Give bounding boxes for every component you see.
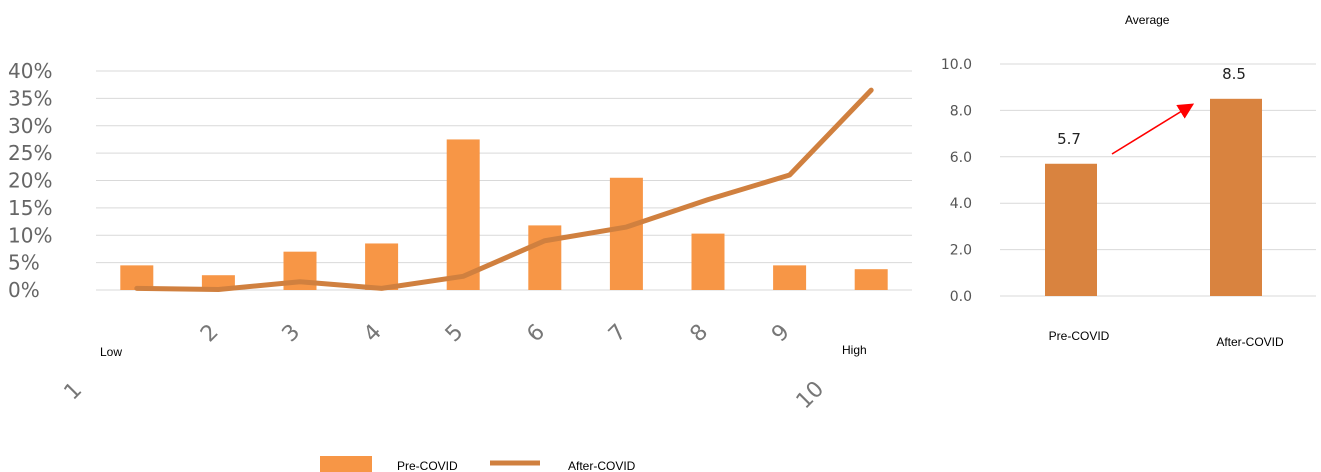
y-tick-label: 5% bbox=[8, 251, 40, 275]
bar-pre-covid bbox=[365, 243, 399, 290]
right-x-axis: Pre-COVID After-COVID bbox=[1049, 329, 1284, 349]
right-gridlines bbox=[1000, 63, 1316, 297]
x-tick-label: 5 bbox=[441, 320, 469, 348]
right-chart-title: Average bbox=[1125, 13, 1170, 27]
data-label: 5.7 bbox=[1057, 130, 1081, 148]
legend-label-pre-covid: Pre-COVID bbox=[397, 459, 458, 472]
x-tick-label: 3 bbox=[278, 320, 306, 348]
y-tick-label: 0.0 bbox=[950, 289, 972, 305]
x-tick-label: 10 bbox=[792, 377, 829, 414]
x-tick-label: Pre-COVID bbox=[1049, 329, 1110, 343]
x-tick-label: After-COVID bbox=[1216, 335, 1284, 349]
right-y-axis: 0.0 2.0 4.0 6.0 8.0 10.0 bbox=[941, 57, 972, 305]
average-data-labels: 5.7 8.5 bbox=[1057, 65, 1246, 148]
bar-pre-covid bbox=[691, 233, 725, 290]
x-tick-label: 4 bbox=[359, 320, 387, 348]
bar-average bbox=[1045, 163, 1097, 296]
x-tick-label: 6 bbox=[522, 320, 550, 348]
y-tick-label: 0% bbox=[8, 278, 40, 302]
bar-pre-covid bbox=[528, 225, 562, 290]
x-tick-label: 9 bbox=[767, 320, 795, 348]
bar-average bbox=[1210, 98, 1262, 296]
legend-swatch-pre-covid bbox=[320, 456, 372, 472]
y-tick-label: 25% bbox=[8, 141, 52, 165]
y-tick-label: 8.0 bbox=[950, 103, 972, 119]
bar-pre-covid bbox=[773, 265, 807, 290]
y-tick-label: 30% bbox=[8, 114, 52, 138]
y-tick-label: 15% bbox=[8, 196, 52, 220]
bar-pre-covid bbox=[609, 177, 643, 290]
x-tick-label: 1 bbox=[60, 378, 88, 406]
y-tick-label: 20% bbox=[8, 169, 52, 193]
pre-covid-bars bbox=[120, 139, 888, 290]
bar-pre-covid bbox=[854, 269, 888, 290]
bar-pre-covid bbox=[446, 139, 480, 290]
legend-label-after-covid: After-COVID bbox=[568, 459, 636, 472]
data-label: 8.5 bbox=[1222, 65, 1246, 83]
left-x-axis: 1 2 3 4 5 6 7 8 9 10 bbox=[60, 320, 830, 415]
y-tick-label: 6.0 bbox=[950, 150, 972, 166]
y-tick-label: 35% bbox=[8, 86, 52, 110]
left-y-axis: 0% 5% 10% 15% 20% 25% 30% 35% 40% bbox=[8, 59, 52, 302]
after-covid-line bbox=[134, 87, 874, 292]
y-tick-label: 10% bbox=[8, 223, 52, 247]
x-label-high: High bbox=[842, 343, 867, 357]
left-gridlines bbox=[96, 70, 912, 291]
x-label-low: Low bbox=[100, 345, 122, 359]
x-tick-label: 8 bbox=[686, 320, 714, 348]
y-tick-label: 40% bbox=[8, 59, 52, 83]
legend: Pre-COVID After-COVID bbox=[320, 456, 636, 472]
y-tick-label: 10.0 bbox=[941, 57, 972, 73]
x-tick-label: 2 bbox=[196, 320, 224, 348]
increase-arrow bbox=[1111, 103, 1195, 155]
x-tick-label: 7 bbox=[604, 320, 632, 348]
y-tick-label: 2.0 bbox=[950, 243, 972, 259]
y-tick-label: 4.0 bbox=[950, 196, 972, 212]
average-bars bbox=[1045, 98, 1262, 296]
